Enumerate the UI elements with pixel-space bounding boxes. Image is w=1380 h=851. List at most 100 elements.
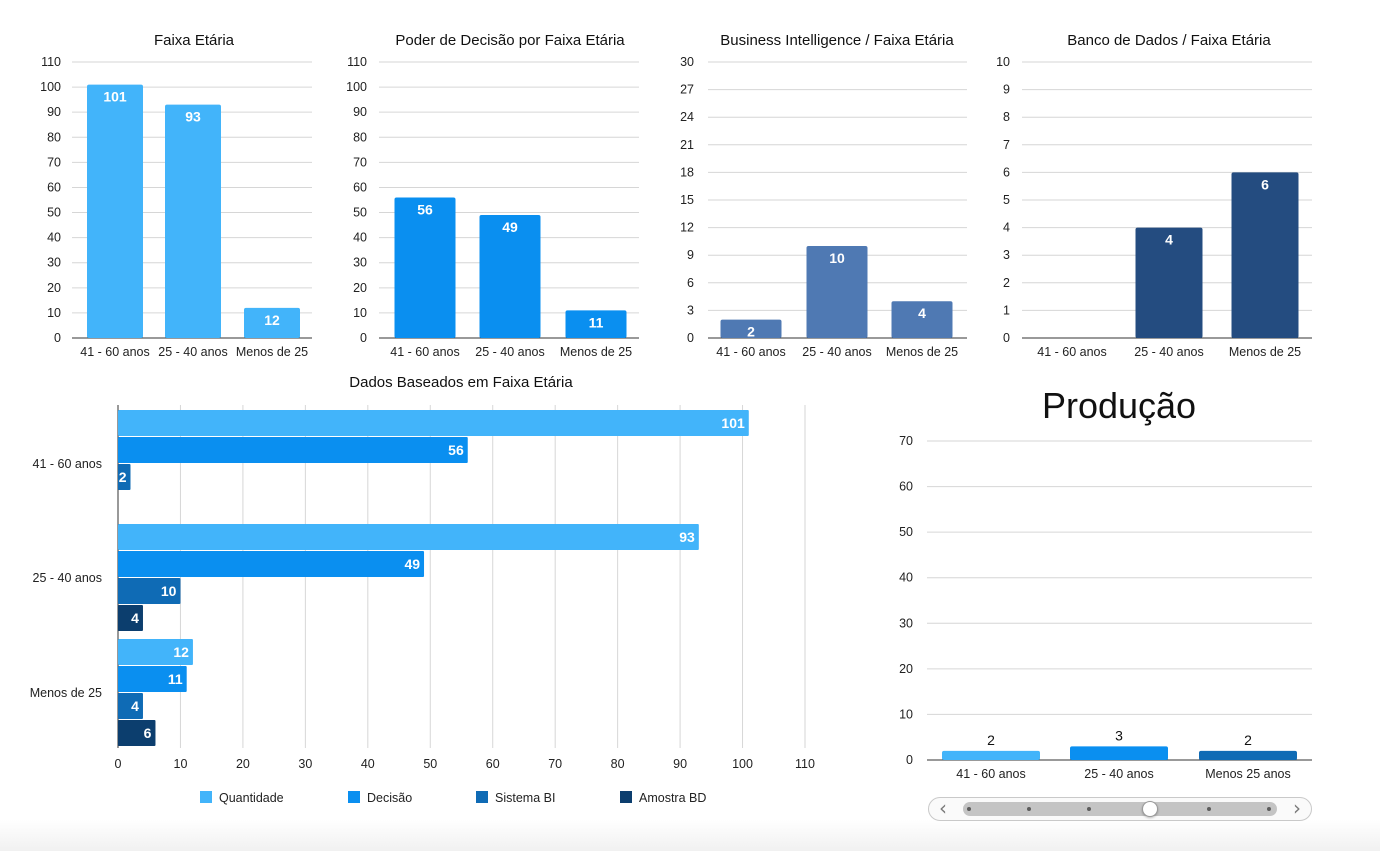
dados-baseados-x-tick-label: 10 [174, 757, 188, 771]
producao-y-tick-label: 30 [899, 616, 913, 630]
poder-decisao-y-tick-label: 30 [353, 256, 367, 270]
dados-baseados-bar-decisao-41-60-anos [118, 437, 468, 463]
poder-decisao-y-tick-label: 40 [353, 231, 367, 245]
business-intelligence-y-tick-label: 24 [680, 110, 694, 124]
poder-decisao-data-label: 49 [502, 219, 518, 235]
dados-baseados-bar-amostra-bd-menos-de-25 [118, 720, 156, 746]
dados-baseados-x-tick-label: 70 [548, 757, 562, 771]
dados-baseados-x-tick-label: 20 [236, 757, 250, 771]
slider-stop-dot[interactable] [1027, 807, 1031, 811]
business-intelligence-y-tick-label: 9 [687, 248, 694, 262]
poder-decisao-data-label: 11 [589, 314, 604, 330]
dados-baseados-bar-quantidade-41-60-anos [118, 410, 749, 436]
producao-x-tick-label: 41 - 60 anos [956, 767, 1026, 781]
banco-de-dados-y-tick-label: 6 [1003, 165, 1010, 179]
dados-baseados-data-label: 4 [131, 610, 139, 626]
dados-baseados-data-label: 49 [404, 556, 420, 572]
dados-baseados-data-label: 6 [144, 725, 152, 741]
dados-baseados-x-tick-label: 50 [423, 757, 437, 771]
faixa-etaria-y-tick-label: 10 [47, 306, 61, 320]
dados-baseados-data-label: 56 [448, 442, 464, 458]
dados-baseados-data-label: 2 [119, 469, 127, 485]
poder-decisao-data-label: 56 [417, 201, 433, 217]
producao-title: Produção [1042, 385, 1196, 426]
producao-bar-menos-25-anos [1199, 750, 1297, 760]
poder-decisao-y-tick-label: 100 [346, 80, 367, 94]
dados-baseados-bar-decisao-25-40-anos [118, 551, 425, 577]
poder-decisao-x-tick-label: Menos de 25 [560, 345, 632, 359]
business-intelligence-title: Business Intelligence / Faixa Etária [720, 32, 954, 49]
dados-baseados-bar-sistema-bi-25-40-anos [118, 578, 181, 604]
legend-swatch-quantidade [200, 791, 212, 803]
business-intelligence-x-tick-label: 25 - 40 anos [802, 345, 872, 359]
faixa-etaria-data-label: 12 [264, 312, 280, 328]
chevron-right-icon[interactable]: › [1293, 796, 1301, 820]
dados-baseados-bar-amostra-bd-25-40-anos [118, 605, 143, 631]
poder-decisao-x-tick-label: 25 - 40 anos [475, 345, 545, 359]
banco-de-dados-y-tick-label: 8 [1003, 110, 1010, 124]
banco-de-dados-y-tick-label: 7 [1003, 138, 1010, 152]
producao-y-tick-label: 10 [899, 707, 913, 721]
faixa-etaria-y-tick-label: 30 [47, 256, 61, 270]
business-intelligence-y-tick-label: 15 [680, 193, 694, 207]
business-intelligence-bar-41-60-anos [720, 319, 782, 338]
business-intelligence-y-tick-label: 3 [687, 303, 694, 317]
faixa-etaria-x-tick-label: 25 - 40 anos [158, 345, 228, 359]
dados-baseados-data-label: 12 [173, 644, 189, 660]
dados-baseados-y-tick-label: Menos de 25 [30, 686, 102, 700]
poder-decisao-y-tick-label: 10 [353, 306, 367, 320]
dados-baseados-x-tick-label: 30 [298, 757, 312, 771]
page-slider[interactable]: ‹ › [928, 797, 1312, 821]
slider-stop-dot[interactable] [1207, 807, 1211, 811]
dados-baseados-x-tick-label: 90 [673, 757, 687, 771]
faixa-etaria-y-tick-label: 50 [47, 206, 61, 220]
slider-stop-dot[interactable] [1267, 807, 1271, 811]
banco-de-dados-x-tick-label: Menos de 25 [1229, 345, 1301, 359]
poder-decisao-x-tick-label: 41 - 60 anos [390, 345, 460, 359]
business-intelligence-data-label: 4 [918, 305, 926, 321]
banco-de-dados-y-tick-label: 4 [1003, 221, 1010, 235]
business-intelligence-y-tick-label: 6 [687, 276, 694, 290]
faixa-etaria-y-tick-label: 60 [47, 180, 61, 194]
slider-stop-dot[interactable] [967, 807, 971, 811]
slider-thumb[interactable] [1142, 801, 1158, 817]
dados-baseados-data-label: 93 [679, 529, 695, 545]
banco-de-dados-y-tick-label: 5 [1003, 193, 1010, 207]
business-intelligence-bar-25-40-anos [806, 246, 868, 338]
producao-x-tick-label: 25 - 40 anos [1084, 767, 1154, 781]
dados-baseados-data-label: 11 [168, 671, 183, 687]
producao-data-label: 3 [1115, 727, 1123, 743]
banco-de-dados-y-tick-label: 1 [1003, 303, 1010, 317]
business-intelligence-y-tick-label: 21 [680, 138, 694, 152]
business-intelligence-y-tick-label: 12 [680, 221, 694, 235]
banco-de-dados-x-tick-label: 41 - 60 anos [1037, 345, 1107, 359]
poder-decisao-bar-25-40-anos [479, 215, 541, 338]
legend-label-sistema-bi: Sistema BI [495, 791, 555, 805]
business-intelligence-bar-menos-de-25 [891, 301, 953, 338]
producao-y-tick-label: 40 [899, 571, 913, 585]
business-intelligence-data-label: 2 [747, 324, 755, 340]
poder-decisao-y-tick-label: 50 [353, 206, 367, 220]
faixa-etaria-bar-25-40-anos [165, 104, 221, 339]
dados-baseados-x-tick-label: 0 [115, 757, 122, 771]
faixa-etaria-data-label: 93 [185, 109, 201, 125]
faixa-etaria-title: Faixa Etária [154, 32, 235, 49]
bottom-fade [0, 820, 1380, 851]
banco-de-dados-y-tick-label: 9 [1003, 83, 1010, 97]
business-intelligence-data-label: 10 [829, 250, 845, 266]
poder-decisao-y-tick-label: 70 [353, 155, 367, 169]
poder-decisao-y-tick-label: 20 [353, 281, 367, 295]
dados-baseados-data-label: 101 [721, 415, 745, 431]
dados-baseados-bar-decisao-menos-de-25 [118, 666, 187, 692]
banco-de-dados-y-tick-label: 3 [1003, 248, 1010, 262]
dados-baseados-bar-sistema-bi-41-60-anos [118, 464, 131, 490]
slider-track[interactable] [963, 801, 1277, 817]
poder-decisao-y-tick-label: 110 [347, 55, 367, 69]
dados-baseados-x-tick-label: 100 [732, 757, 753, 771]
slider-stop-dot[interactable] [1087, 807, 1091, 811]
dados-baseados-data-label: 10 [161, 583, 177, 599]
chevron-left-icon[interactable]: ‹ [939, 796, 947, 820]
business-intelligence-x-tick-label: Menos de 25 [886, 345, 958, 359]
faixa-etaria-x-tick-label: Menos de 25 [236, 345, 308, 359]
